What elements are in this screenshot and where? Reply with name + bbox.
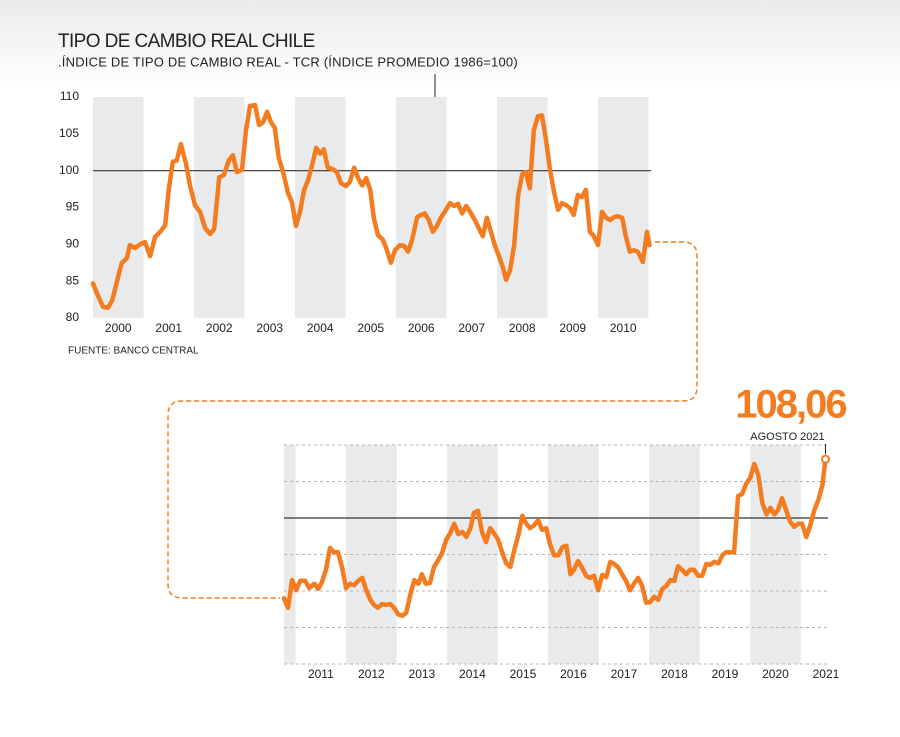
year-band bbox=[395, 97, 447, 318]
source: FUENTE: BANCO CENTRAL bbox=[68, 346, 199, 357]
x-tick-label: 2015 bbox=[510, 667, 537, 681]
x-tick-label: 2001 bbox=[155, 321, 182, 335]
highlight-note: AGOSTO 2021 bbox=[750, 431, 824, 443]
x-tick-label: 2020 bbox=[762, 667, 789, 681]
chart-title: TIPO DE CAMBIO REAL CHILE bbox=[58, 31, 315, 52]
x-tick-label: 2010 bbox=[610, 321, 637, 335]
year-band bbox=[193, 97, 245, 318]
year-band bbox=[597, 97, 649, 318]
x-tick-label: 2014 bbox=[459, 667, 486, 681]
x-tick-label: 2018 bbox=[661, 667, 688, 681]
x-tick-label: 2000 bbox=[105, 321, 132, 335]
x-tick-label: 2016 bbox=[560, 667, 587, 681]
plots: 80 85 90 95 100 105 110 2000 2001 2002 2003 2004 200… bbox=[59, 89, 848, 681]
x-tick-label: 2008 bbox=[509, 321, 536, 335]
x-tick-label: 2003 bbox=[256, 321, 283, 335]
year-band bbox=[284, 445, 296, 664]
y-tick-label: 90 bbox=[66, 237, 80, 251]
y-tick-label: 100 bbox=[59, 163, 79, 177]
x-tick-label: 2007 bbox=[458, 321, 485, 335]
year-band bbox=[346, 445, 397, 664]
chart-subtitle: .ÍNDICE DE TIPO DE CAMBIO REAL - TCR (ÍN… bbox=[58, 54, 518, 69]
x-tick-label: 2017 bbox=[611, 667, 638, 681]
highlight-value: 108,06 bbox=[735, 383, 846, 427]
x-tick-label: 2012 bbox=[358, 667, 385, 681]
connector bbox=[167, 241, 698, 599]
x-tick-label: 2013 bbox=[409, 667, 436, 681]
year-band bbox=[294, 97, 346, 318]
y-tick-label: 80 bbox=[66, 310, 80, 324]
x-tick-label: 2006 bbox=[408, 321, 435, 335]
y-tick-label: 110 bbox=[60, 89, 79, 103]
x-tick-label: 2021 bbox=[813, 667, 840, 681]
data-line bbox=[90, 102, 652, 310]
y-tick-label: 105 bbox=[59, 126, 79, 140]
x-tick-label: 2002 bbox=[206, 321, 233, 335]
x-tick-label: 2005 bbox=[357, 321, 384, 335]
year-band bbox=[496, 97, 548, 318]
highlight-point bbox=[820, 454, 830, 464]
data-line bbox=[281, 456, 828, 619]
y-tick-label: 85 bbox=[66, 273, 80, 287]
x-tick-label: 2019 bbox=[712, 667, 739, 681]
x-tick-label: 2011 bbox=[308, 667, 334, 681]
y-tick-label: 95 bbox=[66, 200, 80, 214]
x-tick-label: 2004 bbox=[307, 321, 334, 335]
x-tick-label: 2009 bbox=[559, 321, 586, 335]
